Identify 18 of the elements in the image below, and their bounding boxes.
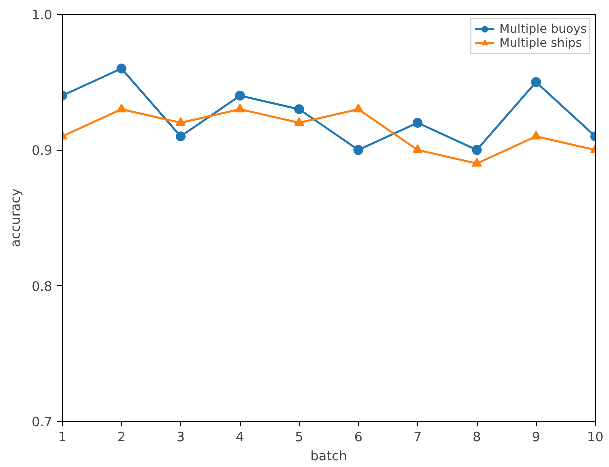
x-tick-label: 4 (236, 430, 244, 446)
x-tick-label: 8 (472, 430, 482, 446)
x-tick-label: 7 (414, 430, 422, 446)
x-tick-label: 1 (58, 430, 67, 446)
x-axis-title: batch (310, 450, 348, 464)
x-tick-label: 2 (118, 430, 126, 446)
x-tick-label: 9 (532, 430, 540, 446)
x-tick-label: 3 (176, 430, 186, 446)
y-tick-label: 0.7 (32, 416, 53, 430)
y-tick-label: 1.0 (32, 8, 53, 24)
x-tick-label: 6 (354, 430, 363, 446)
legend-label: Multiple buoys (500, 22, 587, 36)
x-tick-label: 5 (295, 430, 304, 446)
y-tick-label: 0.8 (32, 280, 53, 295)
legend-label: Multiple ships (500, 36, 582, 50)
x-tick-label: 10 (587, 430, 604, 446)
y-tick-label: 0.9 (32, 144, 53, 160)
y-axis-title: accuracy (8, 188, 24, 248)
